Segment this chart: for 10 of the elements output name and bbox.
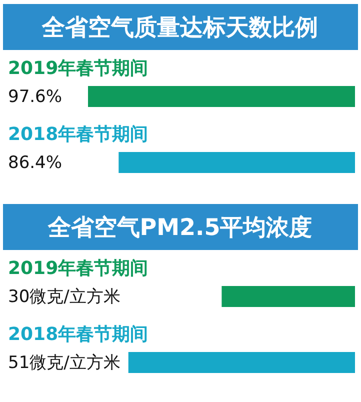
- data-label: 97.6%: [8, 87, 62, 107]
- chart-title: 全省空气质量达标天数比例: [41, 14, 318, 41]
- y-tick-label: 2019年春节期间: [8, 58, 148, 79]
- y-tick-label: 2018年春节期间: [8, 324, 148, 345]
- y-tick-label: 2018年春节期间: [8, 124, 148, 145]
- data-label: 51微克/立方米: [8, 353, 120, 373]
- data-label: 86.4%: [8, 153, 62, 173]
- data-label: 30微克/立方米: [8, 287, 120, 307]
- chart-title: 全省空气PM2.5平均浓度: [46, 214, 312, 241]
- y-tick-label: 2019年春节期间: [8, 258, 148, 279]
